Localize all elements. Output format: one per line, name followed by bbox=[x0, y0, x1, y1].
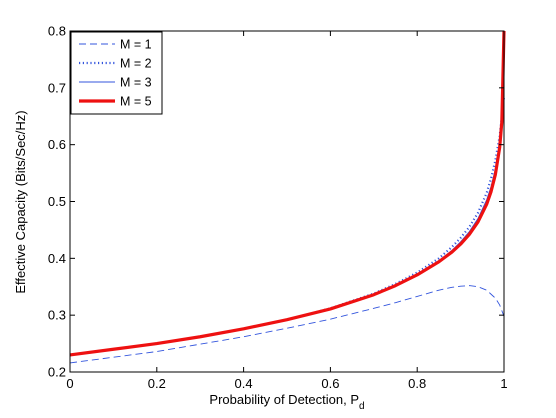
x-tick-label: 0 bbox=[66, 376, 73, 391]
x-axis-label-main: Probability of Detection, P bbox=[209, 392, 359, 407]
legend-label: M = 1 bbox=[120, 38, 152, 52]
legend-label: M = 2 bbox=[120, 57, 152, 71]
x-tick-label: 0.2 bbox=[148, 376, 166, 391]
legend-label: M = 3 bbox=[120, 76, 152, 90]
y-axis-label: Effective Capacity (Bits/Sec/Hz) bbox=[13, 110, 28, 293]
y-tick-label: 0.7 bbox=[48, 80, 66, 95]
series-line-m5 bbox=[69, 30, 506, 357]
y-tick-label: 0.6 bbox=[48, 137, 66, 152]
x-axis-label: Probability of Detection, Pd bbox=[209, 392, 364, 412]
y-tick-label: 0.4 bbox=[48, 251, 66, 266]
x-tick-label: 0.8 bbox=[408, 376, 426, 391]
x-tick-label: 1 bbox=[500, 376, 507, 391]
y-tick-label: 0.2 bbox=[48, 365, 66, 380]
legend-label: M = 5 bbox=[120, 95, 152, 109]
legend: M = 1 M = 2 M = 3 M = 5 bbox=[70, 31, 163, 115]
x-tick-label: 0.4 bbox=[235, 376, 253, 391]
ticks-layer: 0 0.2 0.4 0.6 0.8 10.20.30.40.50.60.70.8 bbox=[48, 24, 508, 392]
y-tick-label: 0.5 bbox=[48, 194, 66, 209]
x-axis-label-subscript: d bbox=[359, 401, 365, 412]
series-line-m2 bbox=[69, 96, 506, 357]
series-line-m1 bbox=[69, 285, 505, 364]
y-tick-label: 0.3 bbox=[48, 308, 66, 323]
y-tick-label: 0.8 bbox=[48, 24, 66, 39]
series-layer bbox=[69, 30, 506, 364]
x-tick-label: 0.6 bbox=[321, 376, 339, 391]
